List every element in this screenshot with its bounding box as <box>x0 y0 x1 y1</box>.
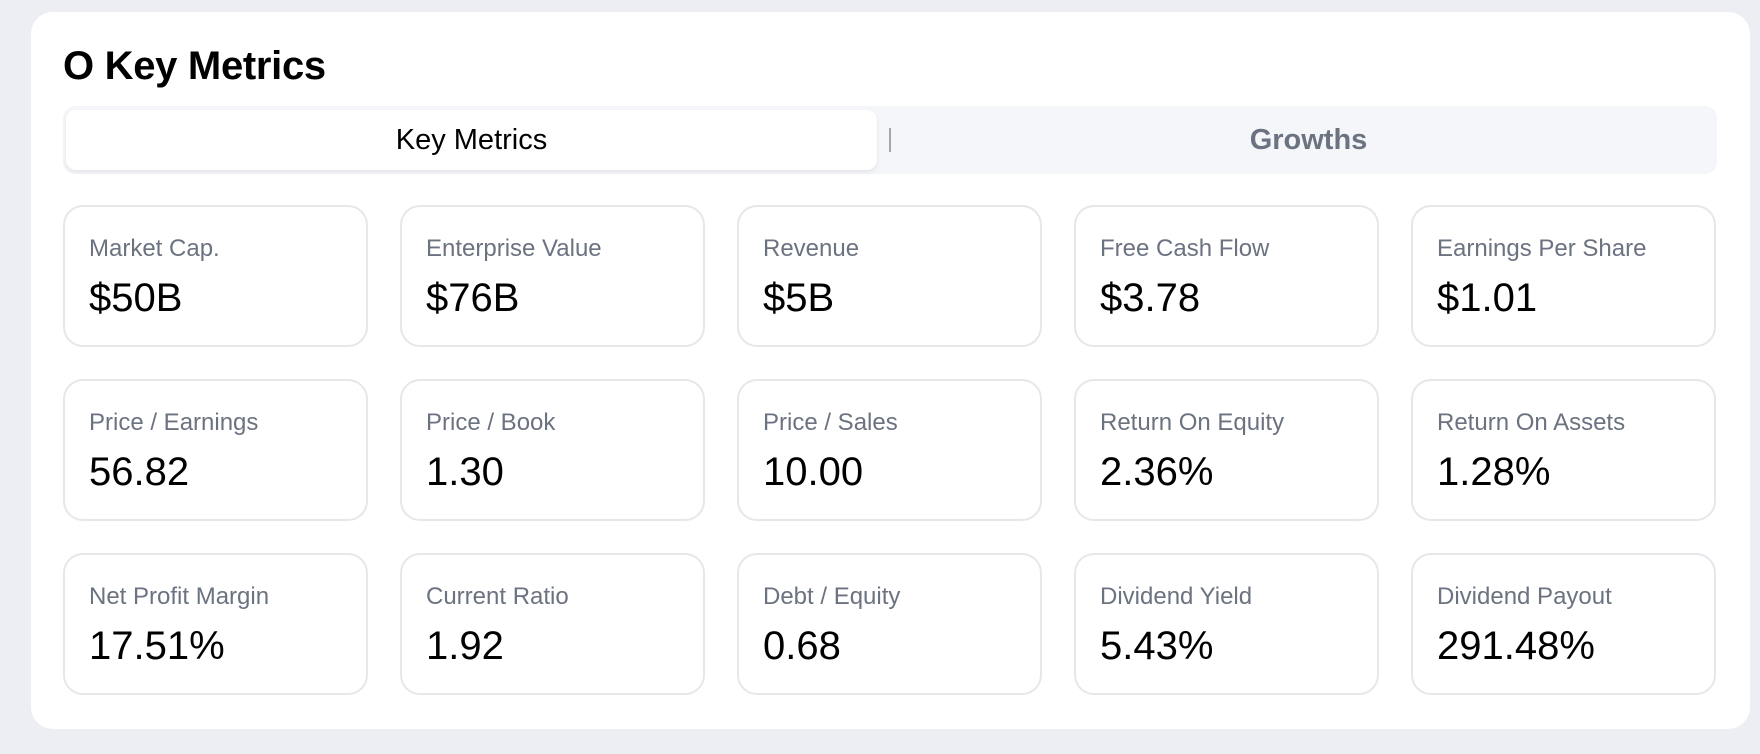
metric-value: $76B <box>426 276 520 320</box>
metric-value: 56.82 <box>89 450 190 494</box>
metric-value: $50B <box>89 276 183 320</box>
metric-value: 10.00 <box>763 450 864 494</box>
page-title: O Key Metrics <box>63 44 326 88</box>
metric-card-return-on-equity: Return On Equity 2.36% <box>1074 379 1379 521</box>
metric-label: Revenue <box>763 235 860 262</box>
metrics-grid: Market Cap. $50B Enterprise Value $76B R… <box>63 205 1717 695</box>
metric-card-revenue: Revenue $5B <box>737 205 1042 347</box>
metric-label: Price / Sales <box>763 409 898 436</box>
tab-divider <box>889 128 891 152</box>
metric-value: $1.01 <box>1437 276 1538 320</box>
metric-label: Market Cap. <box>89 235 220 262</box>
metric-card-earnings-per-share: Earnings Per Share $1.01 <box>1411 205 1716 347</box>
metric-label: Enterprise Value <box>426 235 602 262</box>
metric-card-enterprise-value: Enterprise Value $76B <box>400 205 705 347</box>
metric-label: Current Ratio <box>426 583 569 610</box>
metric-label: Return On Assets <box>1437 409 1626 436</box>
metric-card-dividend-payout: Dividend Payout 291.48% <box>1411 553 1716 695</box>
key-metrics-panel: O Key Metrics Key Metrics Growths Market… <box>31 12 1750 729</box>
metric-card-market-cap: Market Cap. $50B <box>63 205 368 347</box>
metric-value: 17.51% <box>89 624 225 668</box>
metric-label: Debt / Equity <box>763 583 901 610</box>
metric-value: 2.36% <box>1100 450 1214 494</box>
metric-value: 1.92 <box>426 624 504 668</box>
metric-card-price-earnings: Price / Earnings 56.82 <box>63 379 368 521</box>
metric-value: 5.43% <box>1100 624 1214 668</box>
metric-label: Free Cash Flow <box>1100 235 1270 262</box>
metric-value: 0.68 <box>763 624 841 668</box>
metric-value: 1.28% <box>1437 450 1551 494</box>
metric-label: Price / Book <box>426 409 556 436</box>
metric-value: 1.30 <box>426 450 504 494</box>
tab-key-metrics[interactable]: Key Metrics <box>66 110 877 170</box>
metric-label: Price / Earnings <box>89 409 259 436</box>
tab-growths[interactable]: Growths <box>1249 123 1368 156</box>
metric-card-current-ratio: Current Ratio 1.92 <box>400 553 705 695</box>
metric-label: Earnings Per Share <box>1437 235 1647 262</box>
metric-card-dividend-yield: Dividend Yield 5.43% <box>1074 553 1379 695</box>
metric-card-price-sales: Price / Sales 10.00 <box>737 379 1042 521</box>
metric-label: Return On Equity <box>1100 409 1285 436</box>
metric-label: Dividend Payout <box>1437 583 1612 610</box>
metric-value: 291.48% <box>1437 624 1595 668</box>
metric-card-debt-equity: Debt / Equity 0.68 <box>737 553 1042 695</box>
metric-value: $5B <box>763 276 835 320</box>
metric-card-free-cash-flow: Free Cash Flow $3.78 <box>1074 205 1379 347</box>
metric-value: $3.78 <box>1100 276 1201 320</box>
metric-card-net-profit-margin: Net Profit Margin 17.51% <box>63 553 368 695</box>
metric-card-return-on-assets: Return On Assets 1.28% <box>1411 379 1716 521</box>
metric-label: Dividend Yield <box>1100 583 1253 610</box>
metric-card-price-book: Price / Book 1.30 <box>400 379 705 521</box>
metric-label: Net Profit Margin <box>89 583 270 610</box>
tab-bar: Key Metrics Growths <box>63 106 1717 174</box>
